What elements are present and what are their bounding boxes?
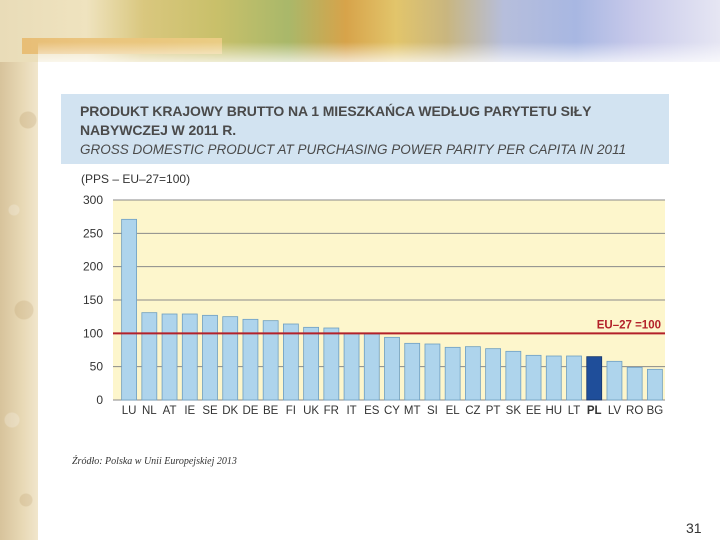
- x-tick-label: MT: [404, 405, 421, 417]
- bar-pl: [586, 356, 603, 401]
- x-tick-label: CZ: [465, 405, 480, 417]
- y-tick-label: 200: [83, 260, 103, 274]
- x-tick-label: BG: [647, 405, 664, 417]
- bar-hu: [545, 355, 562, 401]
- y-tick-label: 50: [90, 360, 104, 374]
- bar-fr: [323, 327, 340, 401]
- chart-title-line-2: NABYWCZEJ W 2011 R.: [80, 122, 237, 138]
- bar-chart: 0 50 100 150 200 250 300 LU NL AT IE SE DK DE BE FI UK FR…: [83, 193, 665, 417]
- bar-pt: [485, 348, 501, 401]
- bar-cz: [465, 346, 481, 401]
- x-tick-label: SI: [427, 405, 438, 417]
- x-tick-label: PT: [486, 405, 501, 417]
- x-tick-label: SE: [202, 405, 218, 417]
- x-tick-label: LU: [122, 405, 137, 417]
- bar-ro: [626, 366, 643, 401]
- x-tick-label: PL: [587, 405, 602, 417]
- bar-mt: [404, 342, 421, 401]
- bar-be: [262, 320, 279, 401]
- parchment-border: [0, 0, 38, 540]
- bar-bg: [647, 368, 663, 401]
- x-tick-label: BE: [263, 405, 279, 417]
- x-tick-label: NL: [142, 405, 157, 417]
- bar-lv: [606, 360, 623, 401]
- bar-se: [202, 314, 218, 401]
- bar-lu: [121, 218, 137, 401]
- bar-nl: [141, 312, 158, 401]
- y-axis-label: (PPS – EU–27=100): [81, 172, 191, 186]
- y-tick-label: 300: [83, 193, 103, 207]
- x-tick-label: DK: [222, 405, 238, 417]
- x-tick-label: AT: [163, 405, 177, 417]
- chart-title-box: PRODUKT KRAJOWY BRUTTO NA 1 MIESZKAŃCA W…: [61, 94, 669, 164]
- bar-es: [363, 333, 380, 401]
- bar-ee: [525, 354, 542, 401]
- bar-sk: [505, 350, 522, 401]
- x-tick-label: FI: [286, 405, 296, 417]
- bar-lt: [566, 355, 582, 401]
- bar-cy: [384, 336, 400, 401]
- bar-fi: [283, 323, 299, 401]
- bar-uk: [303, 326, 319, 401]
- x-tick-label: FR: [324, 405, 339, 417]
- x-tick-label: LV: [608, 405, 622, 417]
- x-tick-label: SK: [506, 405, 522, 417]
- reference-line-label: EU–27 =100: [597, 319, 661, 331]
- banner-fade: [38, 42, 720, 70]
- bar-ie: [181, 313, 198, 401]
- chart-figure: PRODUKT KRAJOWY BRUTTO NA 1 MIESZKAŃCA W…: [61, 94, 669, 438]
- bar-it: [343, 332, 360, 401]
- chart-subtitle: GROSS DOMESTIC PRODUCT AT PURCHASING POW…: [80, 142, 627, 157]
- y-tick-label: 0: [96, 393, 103, 407]
- x-tick-label: EL: [446, 405, 461, 417]
- y-tick-label: 250: [83, 226, 103, 240]
- source-note: Źródło: Polska w Unii Europejskiej 2013: [72, 456, 237, 467]
- x-tick-label: RO: [626, 405, 643, 417]
- y-tick-label: 150: [83, 293, 103, 307]
- x-tick-label: IE: [184, 405, 195, 417]
- x-tick-label: DE: [242, 405, 258, 417]
- slide-number: 31: [686, 520, 702, 536]
- x-tick-label: HU: [545, 405, 562, 417]
- chart-title-line-1: PRODUKT KRAJOWY BRUTTO NA 1 MIESZKAŃCA W…: [80, 103, 592, 119]
- y-tick-label: 100: [83, 326, 103, 340]
- bar-dk: [222, 316, 239, 401]
- bar-si: [424, 343, 441, 401]
- x-tick-label: ES: [364, 405, 380, 417]
- bar-de: [242, 318, 259, 401]
- x-tick-label: LT: [568, 405, 581, 417]
- x-tick-label: IT: [346, 405, 356, 417]
- x-tick-label: EE: [526, 405, 542, 417]
- bar-at: [161, 313, 178, 401]
- bar-el: [444, 346, 461, 401]
- x-tick-label: CY: [384, 405, 400, 417]
- x-tick-label: UK: [303, 405, 319, 417]
